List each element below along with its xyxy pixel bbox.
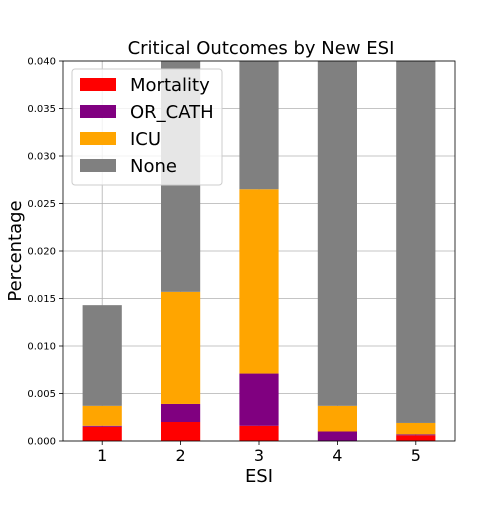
chart-title: Critical Outcomes by New ESI [128, 38, 395, 59]
bar-segment-none-esi-4 [317, 61, 357, 406]
x-tick-label: 5 [411, 446, 421, 465]
x-tick-label: 3 [254, 446, 264, 465]
y-tick-label: 0.030 [27, 152, 56, 163]
legend-box [71, 68, 223, 186]
bar-segment-none-esi-1 [82, 305, 122, 406]
x-tick-label: 2 [176, 446, 186, 465]
y-tick-label: 0.035 [27, 104, 56, 115]
bar-segment-icu-esi-3 [239, 189, 279, 374]
legend-swatch [80, 159, 116, 172]
bar-segment-or-cath-esi-4 [317, 431, 357, 441]
legend-swatch [80, 132, 116, 145]
y-tick-label: 0.010 [27, 342, 56, 353]
plot-frame [62, 60, 456, 442]
x-tick-label: 1 [97, 446, 107, 465]
bar-segment-or-cath-esi-5 [396, 434, 436, 436]
bar-segment-icu-esi-2 [161, 291, 201, 404]
bar-segment-none-esi-5 [396, 61, 436, 423]
y-tick-label: 0.015 [27, 294, 56, 305]
bar-segment-mortality-esi-3 [239, 425, 279, 441]
bar-segment-mortality-esi-1 [82, 426, 122, 441]
y-axis-label: Percentage [5, 200, 26, 301]
bar-segment-mortality-esi-5 [396, 435, 436, 441]
bar-segment-or-cath-esi-2 [161, 403, 201, 422]
legend-label: None [130, 156, 177, 177]
y-tick-label: 0.020 [27, 247, 56, 258]
legend: Mortality OR_CATH ICU None [71, 68, 223, 186]
bar-segment-icu-esi-1 [82, 405, 122, 426]
bar-segment-or-cath-esi-1 [82, 425, 122, 427]
bar-segment-none-esi-3 [239, 61, 279, 190]
y-tick-label: 0.040 [27, 57, 56, 68]
legend-swatch [80, 105, 116, 118]
legend-label: Mortality [130, 75, 210, 96]
bar-segment-icu-esi-4 [317, 405, 357, 432]
y-tick-label: 0.005 [27, 389, 56, 400]
bar-segment-icu-esi-5 [396, 422, 436, 435]
x-tick-label: 4 [332, 446, 342, 465]
x-axis-label: ESI [245, 466, 273, 487]
bar-segment-mortality-esi-2 [161, 422, 201, 441]
bar-segment-or-cath-esi-3 [239, 373, 279, 426]
bars [82, 61, 436, 441]
legend-label: ICU [130, 129, 161, 150]
legend-swatch [80, 78, 116, 91]
y-tick-label: 0.025 [27, 199, 56, 210]
axes: 0.000 0.005 0.010 0.015 0.020 0.025 0.030 0.035… [27, 57, 456, 465]
legend-label: OR_CATH [130, 102, 214, 123]
y-tick-label: 0.000 [27, 437, 56, 448]
